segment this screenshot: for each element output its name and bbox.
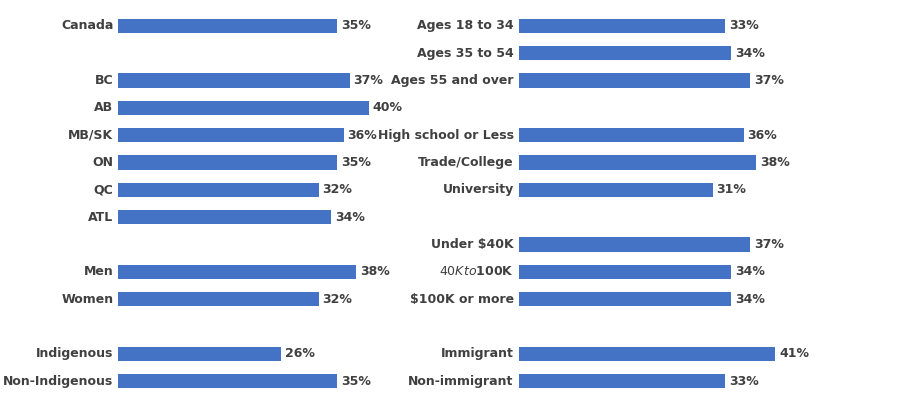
Bar xyxy=(118,374,338,388)
Bar xyxy=(519,347,775,361)
Text: 36%: 36% xyxy=(748,129,777,142)
Text: 34%: 34% xyxy=(735,47,765,60)
Bar xyxy=(118,19,338,33)
Text: 38%: 38% xyxy=(359,265,389,278)
Text: Men: Men xyxy=(84,265,113,278)
Text: Canada: Canada xyxy=(61,20,113,33)
Text: $40K to $100K: $40K to $100K xyxy=(439,265,513,278)
Bar xyxy=(519,128,744,142)
Text: 38%: 38% xyxy=(760,156,790,169)
Text: 35%: 35% xyxy=(341,20,371,33)
Bar xyxy=(118,155,338,170)
Bar xyxy=(519,265,732,279)
Text: Under $40K: Under $40K xyxy=(431,238,513,251)
Bar xyxy=(118,347,281,361)
Bar xyxy=(519,183,713,197)
Text: 31%: 31% xyxy=(716,183,746,196)
Bar xyxy=(118,101,369,115)
Text: 37%: 37% xyxy=(753,238,784,251)
Text: 34%: 34% xyxy=(335,211,365,224)
Text: Women: Women xyxy=(61,293,113,306)
Text: 37%: 37% xyxy=(353,74,383,87)
Text: BC: BC xyxy=(95,74,113,87)
Text: AB: AB xyxy=(94,101,113,114)
Text: Non-Indigenous: Non-Indigenous xyxy=(3,374,113,387)
Text: QC: QC xyxy=(94,183,113,196)
Text: 34%: 34% xyxy=(735,293,765,306)
Bar xyxy=(118,73,349,88)
Text: Trade/College: Trade/College xyxy=(418,156,513,169)
Text: Non-immigrant: Non-immigrant xyxy=(409,374,513,387)
Bar xyxy=(519,374,725,388)
Bar xyxy=(118,128,344,142)
Bar xyxy=(118,210,331,224)
Text: 33%: 33% xyxy=(729,20,759,33)
Text: 41%: 41% xyxy=(779,347,809,360)
Bar xyxy=(519,19,725,33)
Bar xyxy=(118,292,318,306)
Bar xyxy=(118,183,318,197)
Text: Ages 55 and over: Ages 55 and over xyxy=(391,74,513,87)
Text: Immigrant: Immigrant xyxy=(440,347,513,360)
Text: MB/SK: MB/SK xyxy=(68,129,113,142)
Text: Indigenous: Indigenous xyxy=(35,347,113,360)
Bar xyxy=(118,265,356,279)
Text: High school or Less: High school or Less xyxy=(378,129,513,142)
Bar xyxy=(519,46,732,60)
Bar xyxy=(519,237,750,252)
Text: 32%: 32% xyxy=(322,183,352,196)
Text: 26%: 26% xyxy=(285,347,315,360)
Text: 35%: 35% xyxy=(341,156,371,169)
Text: ON: ON xyxy=(92,156,113,169)
Bar xyxy=(519,292,732,306)
Text: Ages 35 to 54: Ages 35 to 54 xyxy=(417,47,513,60)
Text: 32%: 32% xyxy=(322,293,352,306)
Text: 36%: 36% xyxy=(348,129,377,142)
Text: 37%: 37% xyxy=(753,74,784,87)
Text: University: University xyxy=(442,183,513,196)
Text: ATL: ATL xyxy=(88,211,113,224)
Bar xyxy=(519,155,756,170)
Text: 40%: 40% xyxy=(372,101,402,114)
Text: $100K or more: $100K or more xyxy=(410,293,513,306)
Text: 34%: 34% xyxy=(735,265,765,278)
Text: 33%: 33% xyxy=(729,374,759,387)
Text: Ages 18 to 34: Ages 18 to 34 xyxy=(417,20,513,33)
Text: 35%: 35% xyxy=(341,374,371,387)
Bar xyxy=(519,73,750,88)
